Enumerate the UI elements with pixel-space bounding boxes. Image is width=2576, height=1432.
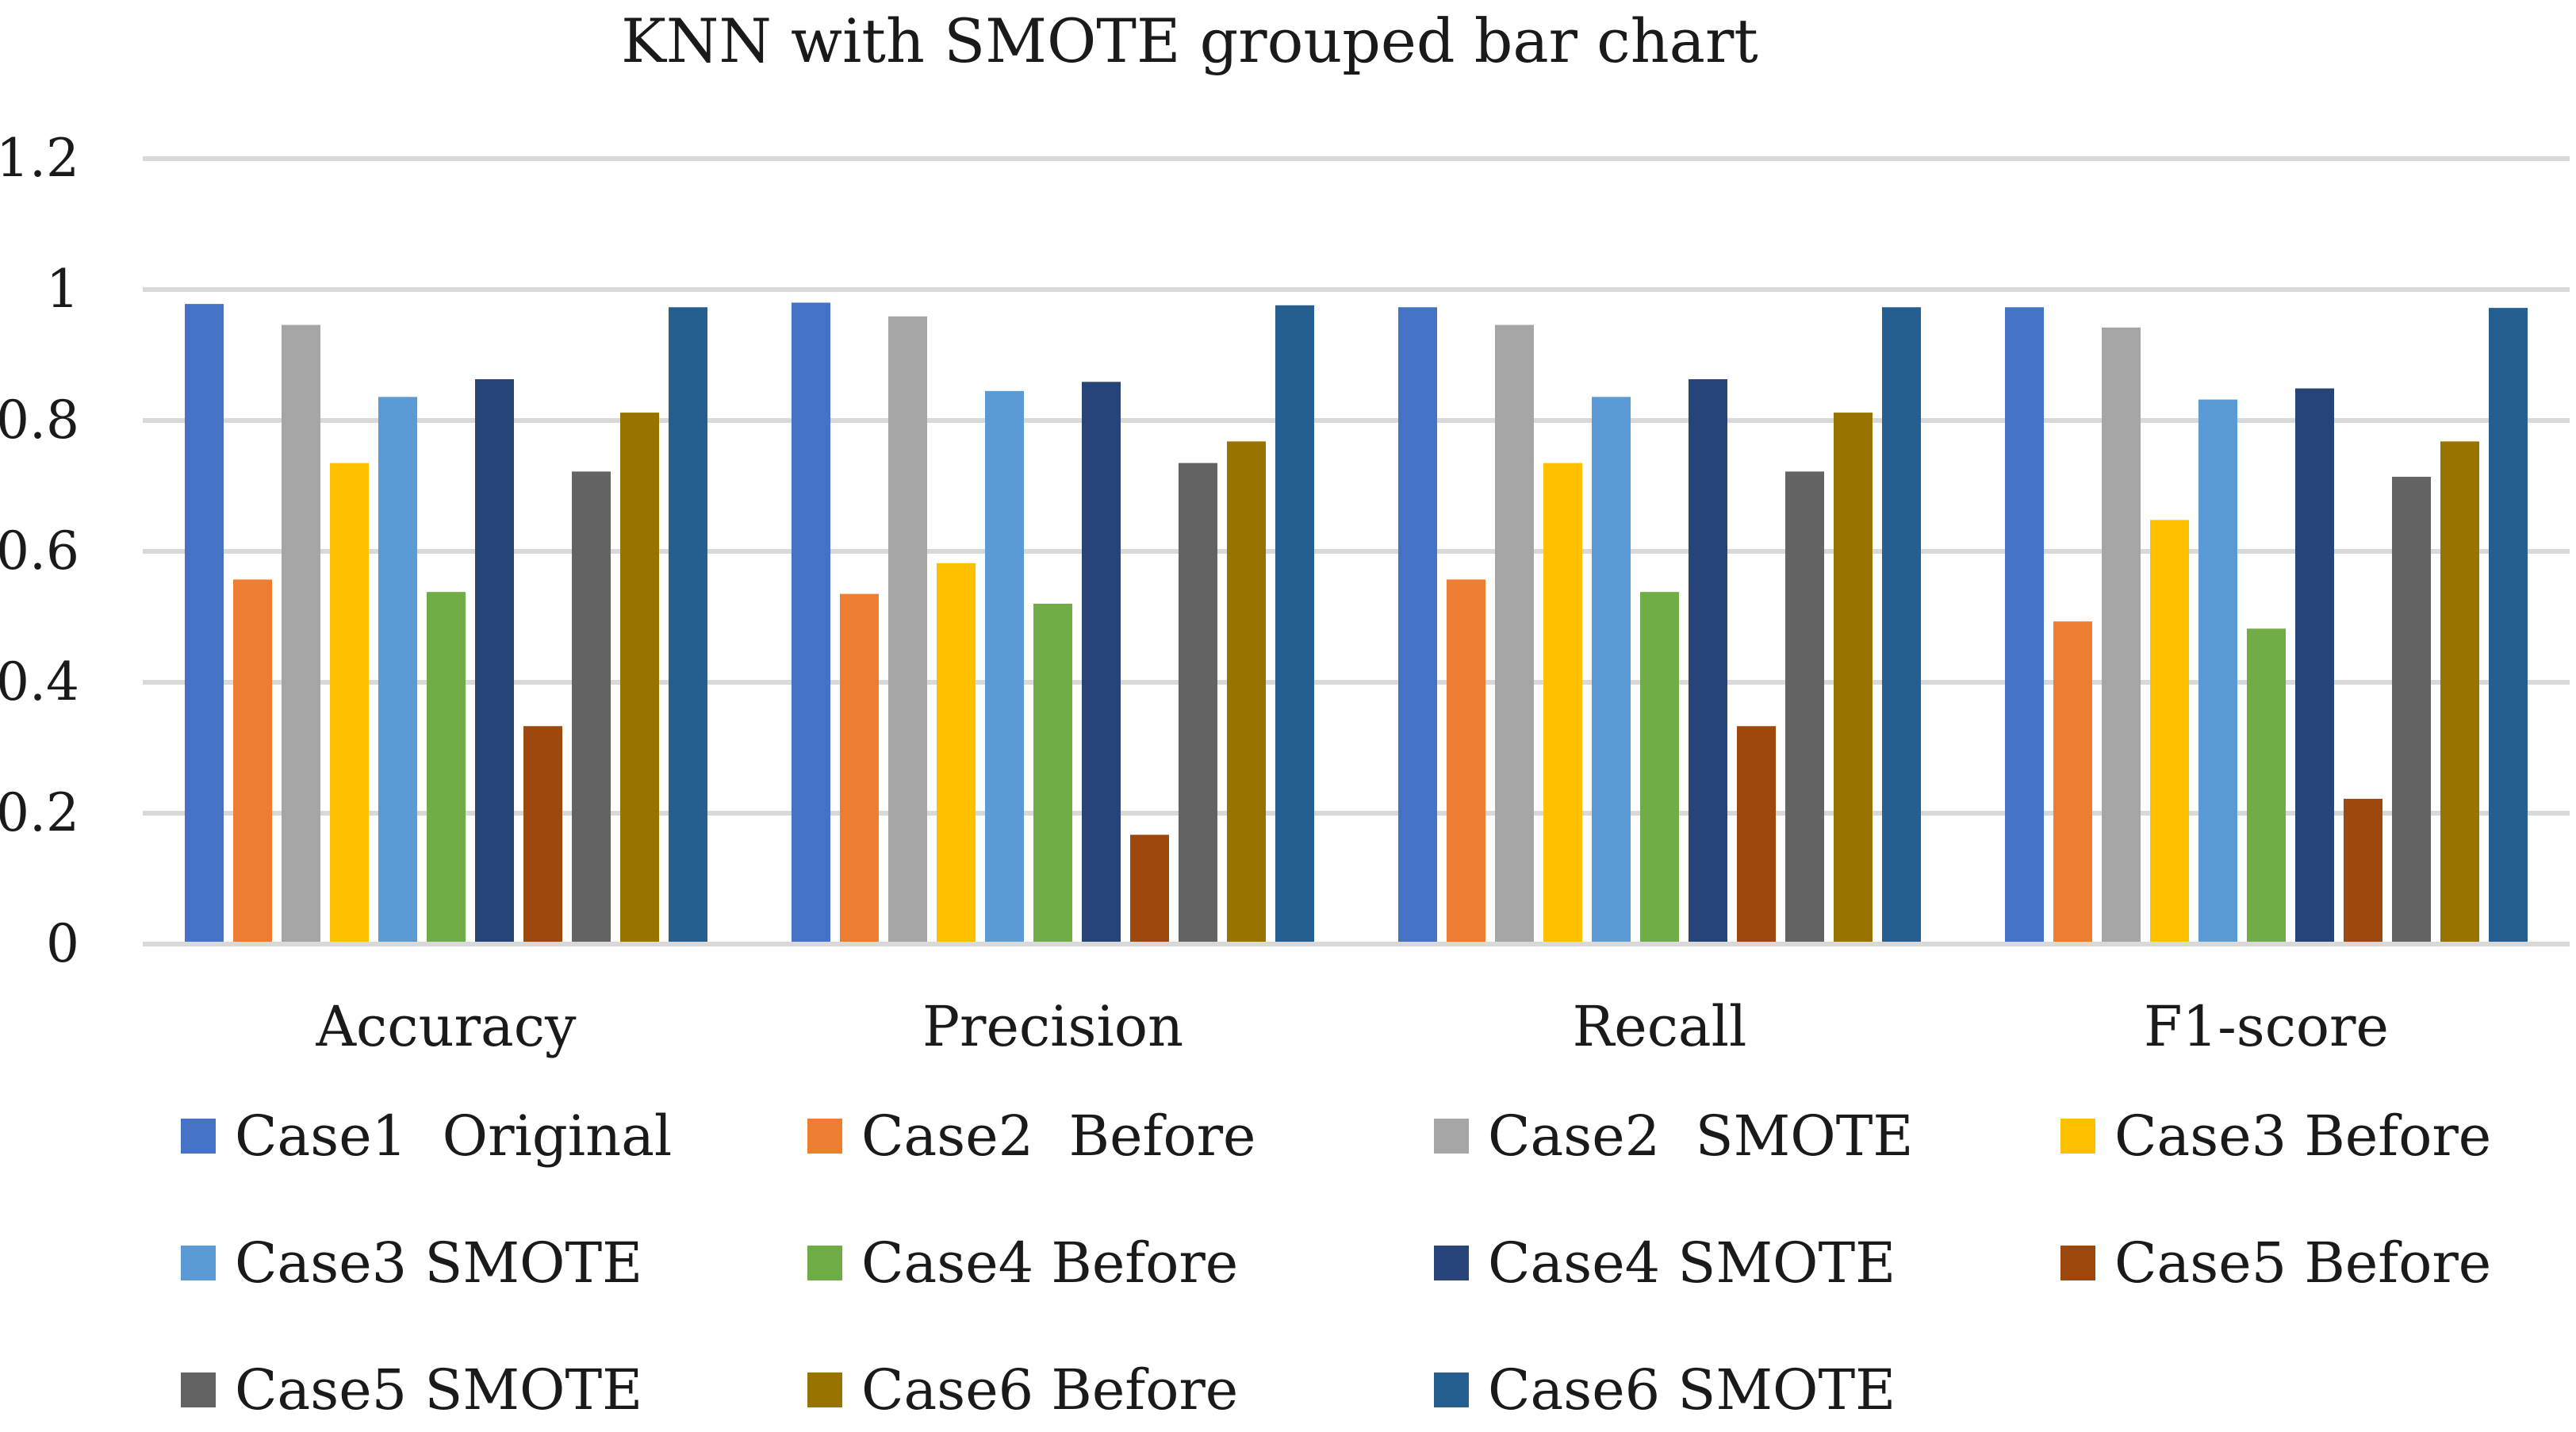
bar: [1592, 397, 1631, 944]
bar: [1834, 413, 1873, 944]
legend-swatch: [1434, 1246, 1469, 1280]
x-tick-label: Accuracy: [316, 994, 577, 1059]
legend: Case1 Original Case2 Before Case2 SMOTE Cas…: [181, 1104, 2491, 1422]
legend-item: Case2 Before: [807, 1104, 1256, 1169]
legend-swatch: [2060, 1119, 2095, 1154]
bar: [2053, 621, 2092, 944]
y-tick-label: 0.8: [0, 390, 79, 451]
bar: [985, 390, 1024, 944]
y-tick-label: 0.4: [0, 651, 79, 712]
y-tick-label: 0: [46, 913, 79, 974]
legend-item: Case4 SMOTE: [1434, 1230, 1896, 1296]
legend-label: Case6 Before: [861, 1357, 1238, 1422]
bar: [2102, 327, 2141, 945]
legend-swatch: [1434, 1119, 1469, 1154]
bar: [2344, 798, 2382, 944]
legend-swatch: [807, 1246, 842, 1280]
legend-item: Case6 SMOTE: [1434, 1357, 1896, 1422]
bar: [233, 579, 272, 944]
x-axis: Accuracy Precision Recall F1-score: [143, 942, 2570, 1059]
bar: [1275, 305, 1314, 944]
y-tick-label: 1.2: [0, 128, 79, 189]
legend-label: Case3 Before: [2114, 1104, 2491, 1169]
x-tick-label: Recall: [1573, 994, 1747, 1059]
legend-item: Case4 Before: [807, 1230, 1238, 1296]
chart-title: KNN with SMOTE grouped bar chart: [621, 6, 1758, 76]
legend-label: Case6 SMOTE: [1488, 1357, 1896, 1422]
bar: [1543, 463, 1582, 944]
legend-swatch: [181, 1246, 216, 1280]
bar: [840, 593, 879, 944]
legend-item: Case3 SMOTE: [181, 1230, 642, 1296]
bar: [2005, 307, 2044, 944]
bar: [523, 726, 562, 944]
bar: [185, 304, 224, 944]
bar: [427, 592, 466, 944]
bar: [2440, 441, 2479, 944]
legend-label: Case3 SMOTE: [235, 1230, 642, 1296]
legend-item: Case3 Before: [2060, 1104, 2491, 1169]
legend-swatch: [181, 1372, 216, 1407]
bar: [2247, 628, 2286, 944]
legend-label: Case1 Original: [235, 1104, 672, 1169]
bar: [1130, 835, 1169, 944]
legend-label: Case4 Before: [861, 1230, 1238, 1296]
legend-swatch: [807, 1372, 842, 1407]
bar: [1689, 379, 1727, 944]
bar: [475, 379, 514, 944]
bar: [1447, 579, 1485, 944]
y-tick-label: 1: [46, 259, 79, 320]
legend-label: Case4 SMOTE: [1488, 1230, 1896, 1296]
bar: [1737, 726, 1776, 944]
bar: [1082, 382, 1121, 944]
bar: [2489, 308, 2528, 945]
bar: [330, 463, 369, 944]
bar: [669, 307, 707, 944]
legend-swatch: [1434, 1372, 1469, 1407]
bar: [2295, 388, 2334, 944]
bar: [792, 302, 830, 944]
legend-item: Case5 SMOTE: [181, 1357, 642, 1422]
y-tick-label: 0.2: [0, 782, 79, 843]
legend-label: Case2 Before: [861, 1104, 1256, 1169]
bar: [1398, 307, 1437, 944]
bar: [2392, 476, 2431, 944]
legend-label: Case5 SMOTE: [235, 1357, 642, 1422]
legend-label: Case5 Before: [2114, 1230, 2491, 1296]
bar: [1033, 604, 1072, 944]
bar: [1640, 592, 1679, 944]
y-tick-label: 0.6: [0, 520, 79, 582]
bar: [2150, 520, 2189, 944]
bar: [937, 562, 976, 944]
legend-item: Case1 Original: [181, 1104, 672, 1169]
bar: [888, 316, 927, 944]
bar: [1179, 463, 1217, 944]
bar: [1785, 471, 1824, 944]
bar: [620, 413, 659, 944]
x-tick-label: F1-score: [2144, 994, 2389, 1059]
bar: [1882, 307, 1921, 944]
legend-swatch: [2060, 1246, 2095, 1280]
x-tick-label: Precision: [922, 994, 1183, 1059]
legend-label: Case2 SMOTE: [1488, 1104, 1913, 1169]
bar: [1227, 441, 1266, 944]
bars: [185, 302, 2528, 945]
bar: [2198, 399, 2237, 945]
legend-swatch: [181, 1119, 216, 1154]
legend-item: Case6 Before: [807, 1357, 1238, 1422]
legend-item: Case5 Before: [2060, 1230, 2491, 1296]
bar: [1495, 324, 1534, 944]
y-axis-ticks: 0 0.2 0.4 0.6 0.8 1 1.2: [0, 128, 79, 974]
bar: [572, 471, 611, 944]
bar: [282, 324, 320, 944]
legend-item: Case2 SMOTE: [1434, 1104, 1913, 1169]
bar: [378, 397, 417, 944]
legend-swatch: [807, 1119, 842, 1154]
